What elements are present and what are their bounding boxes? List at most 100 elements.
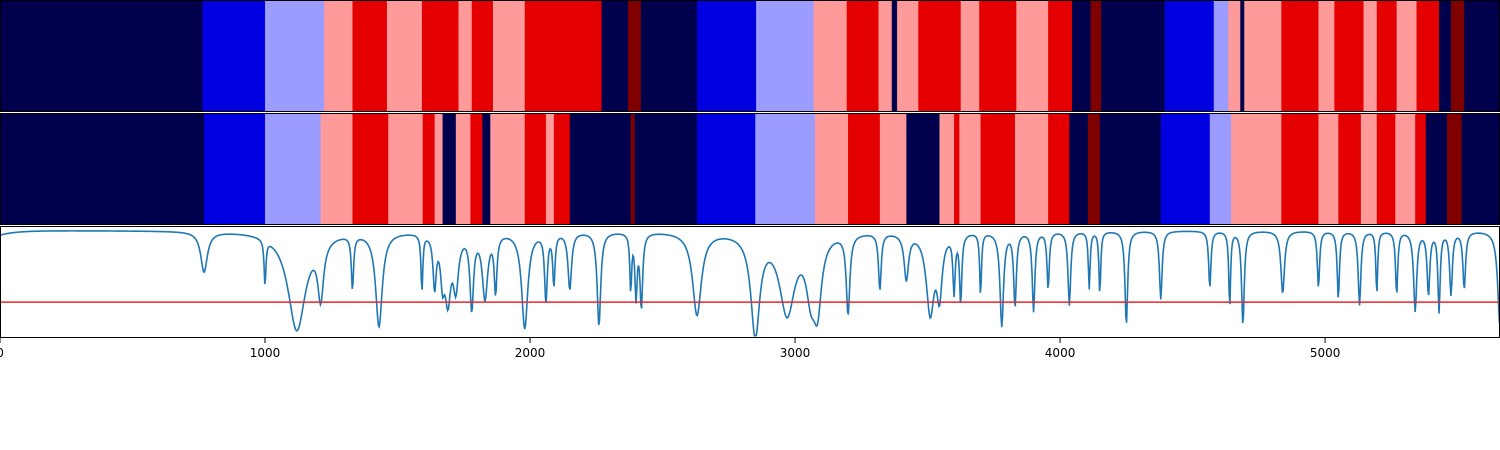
heatmap-segment	[1071, 0, 1092, 112]
heatmap-segment	[1099, 113, 1162, 225]
heatmap-segment	[1015, 113, 1049, 225]
heatmap-segment	[1318, 0, 1335, 112]
heatmap-segment	[906, 113, 941, 225]
heatmap-segment	[352, 113, 389, 225]
heatmap-segment	[265, 113, 322, 225]
heatmap-segment	[553, 113, 571, 225]
heatmap-segment	[386, 0, 423, 112]
heatmap-segment	[846, 0, 880, 112]
heatmap-segment	[1446, 113, 1463, 225]
x-tick-label: 4000	[1045, 346, 1076, 360]
heatmap-segment	[1087, 113, 1101, 225]
heatmap-segment	[422, 113, 436, 225]
heatmap-segment	[324, 0, 354, 112]
heatmap-segment	[879, 113, 907, 225]
heatmap-segment	[524, 113, 547, 225]
x-axis: 0 1000 2000 3000 4000 5000	[0, 338, 1340, 360]
x-tick-label: 2000	[515, 346, 546, 360]
heatmap-segment	[756, 0, 815, 112]
heatmap-segment	[696, 0, 757, 112]
heatmap-segment	[1164, 0, 1215, 112]
heatmap-segment	[1318, 113, 1339, 225]
heatmap-rows	[0, 0, 1500, 225]
heatmap-segment	[1415, 113, 1427, 225]
heatmap-segment	[601, 0, 629, 112]
heatmap-segment	[1048, 0, 1073, 112]
heatmap-row-1	[0, 0, 1500, 112]
heatmap-segment	[421, 0, 460, 112]
heatmap-segment	[813, 0, 848, 112]
heatmap-segment	[1069, 113, 1089, 225]
heatmap-segment	[1281, 113, 1320, 225]
heatmap-segment	[897, 0, 919, 112]
heatmap-segment	[1228, 0, 1241, 112]
heatmap-segment	[524, 0, 603, 112]
heatmap-segment	[1376, 0, 1398, 112]
heatmap-segment	[1334, 0, 1365, 112]
heatmap-segment	[1416, 0, 1440, 112]
heatmap-segment	[696, 113, 756, 225]
heatmap-segment	[1363, 0, 1378, 112]
heatmap-segment	[1338, 113, 1362, 225]
heatmap-segment	[442, 113, 457, 225]
heatmap-segment	[1016, 0, 1049, 112]
heatmap-segment	[1450, 0, 1465, 112]
heatmap-segment	[569, 113, 632, 225]
heatmap-segment	[1213, 0, 1229, 112]
heatmap-segment	[1376, 113, 1396, 225]
heatmap-segment	[545, 113, 555, 225]
heatmap-segment	[630, 113, 636, 225]
heatmap-segment	[434, 113, 444, 225]
heatmap-segment	[1461, 113, 1500, 225]
heatmap-segment	[1464, 0, 1500, 112]
score-curve-line	[0, 230, 1500, 337]
heatmap-segment	[1090, 0, 1102, 112]
heatmap-segment	[471, 0, 494, 112]
heatmap-segment	[458, 0, 473, 112]
heatmap-segment	[1160, 113, 1211, 225]
heatmap-segment	[755, 113, 816, 225]
heatmap-segment	[1048, 113, 1070, 225]
heatmap-segment	[939, 113, 955, 225]
heatmap-segment	[1360, 113, 1378, 225]
heatmap-segment	[482, 113, 491, 225]
heatmap-segment	[470, 113, 483, 225]
x-tick-label: 0	[0, 346, 4, 360]
heatmap-segment	[1240, 0, 1245, 112]
heatmap-segment	[1281, 0, 1320, 112]
heatmap-segment	[814, 113, 849, 225]
heatmap-segment	[979, 0, 1017, 112]
x-tick-label: 1000	[250, 346, 281, 360]
heatmap-segment	[388, 113, 424, 225]
heatmap-segment	[0, 0, 204, 112]
heatmap-segment	[960, 0, 980, 112]
heatmap-segment	[352, 0, 388, 112]
heatmap-segment	[959, 113, 982, 225]
heatmap-segment	[1395, 113, 1416, 225]
heatmap-segment	[1439, 0, 1452, 112]
heatmap-segment	[848, 113, 881, 225]
heatmap-segment	[980, 113, 1016, 225]
heatmap-segment	[204, 113, 266, 225]
heatmap-segment	[640, 0, 698, 112]
heatmap-segment	[918, 0, 962, 112]
heatmap-segment	[490, 113, 526, 225]
heatmap-segment	[492, 0, 526, 112]
heatmap-segment	[1231, 113, 1282, 225]
heatmap-segment	[1101, 0, 1166, 112]
heatmap-segment	[1425, 113, 1448, 225]
x-tick-label: 3000	[780, 346, 811, 360]
heatmap-segment	[320, 113, 354, 225]
heatmap-segment	[1244, 0, 1282, 112]
heatmap-segment	[628, 0, 642, 112]
heatmap-row-2	[0, 113, 1500, 225]
heatmap-segment	[1209, 113, 1232, 225]
heatmap-segment	[0, 113, 205, 225]
heatmap-segment	[878, 0, 893, 112]
heatmap-segment	[1396, 0, 1418, 112]
curve-panel	[0, 226, 1500, 338]
heatmap-segment	[891, 0, 898, 112]
heatmap-segment	[455, 113, 472, 225]
heatmap-segment	[634, 113, 698, 225]
